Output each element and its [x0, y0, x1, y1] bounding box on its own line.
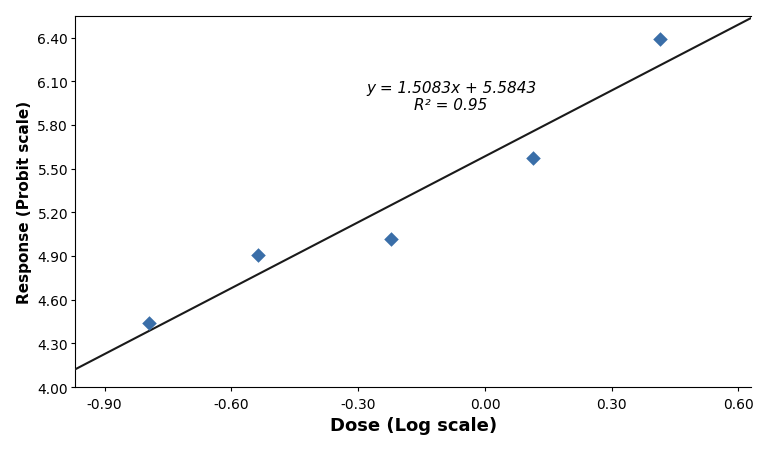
Point [385, 235, 398, 243]
Y-axis label: Response (Probit scale): Response (Probit scale) [17, 101, 32, 303]
Point [252, 251, 264, 258]
Point [654, 36, 666, 43]
X-axis label: Dose (Log scale): Dose (Log scale) [330, 416, 496, 434]
Point [527, 156, 540, 163]
Point [143, 320, 155, 327]
Text: y = 1.5083x + 5.5843
R² = 0.95: y = 1.5083x + 5.5843 R² = 0.95 [366, 80, 537, 113]
